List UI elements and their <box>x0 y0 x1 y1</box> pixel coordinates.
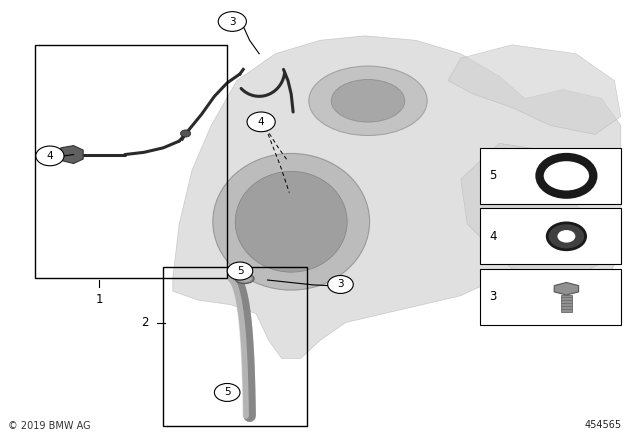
Text: © 2019 BMW AG: © 2019 BMW AG <box>8 421 90 431</box>
Ellipse shape <box>212 153 370 290</box>
Polygon shape <box>61 146 83 164</box>
Bar <box>163 267 307 426</box>
Circle shape <box>214 383 240 401</box>
Bar <box>480 269 621 325</box>
Ellipse shape <box>309 66 428 135</box>
Text: 5: 5 <box>237 266 243 276</box>
Text: 4: 4 <box>489 230 497 243</box>
Circle shape <box>218 12 246 31</box>
Ellipse shape <box>235 274 254 284</box>
Circle shape <box>227 262 253 280</box>
Ellipse shape <box>236 171 348 272</box>
Text: 3: 3 <box>489 290 497 303</box>
Ellipse shape <box>237 276 252 282</box>
Circle shape <box>328 276 353 293</box>
Ellipse shape <box>332 79 405 122</box>
Ellipse shape <box>218 388 236 396</box>
Text: 4: 4 <box>258 117 264 127</box>
Polygon shape <box>173 36 621 358</box>
Text: 5: 5 <box>489 169 497 182</box>
Polygon shape <box>448 45 621 134</box>
Circle shape <box>247 112 275 132</box>
Bar <box>480 208 621 264</box>
Text: 3: 3 <box>229 17 236 26</box>
Bar <box>35 45 227 278</box>
Circle shape <box>180 130 191 137</box>
Polygon shape <box>461 143 621 282</box>
Bar <box>480 148 621 204</box>
Bar <box>561 295 572 312</box>
Polygon shape <box>554 282 579 295</box>
Text: 454565: 454565 <box>585 420 622 430</box>
Ellipse shape <box>221 389 233 395</box>
Circle shape <box>36 146 64 166</box>
Text: 3: 3 <box>337 280 344 289</box>
Text: 1: 1 <box>95 293 103 306</box>
Circle shape <box>557 230 575 243</box>
Circle shape <box>547 223 586 250</box>
Text: 2: 2 <box>141 316 148 329</box>
Text: 5: 5 <box>224 388 230 397</box>
Text: 4: 4 <box>47 151 53 161</box>
